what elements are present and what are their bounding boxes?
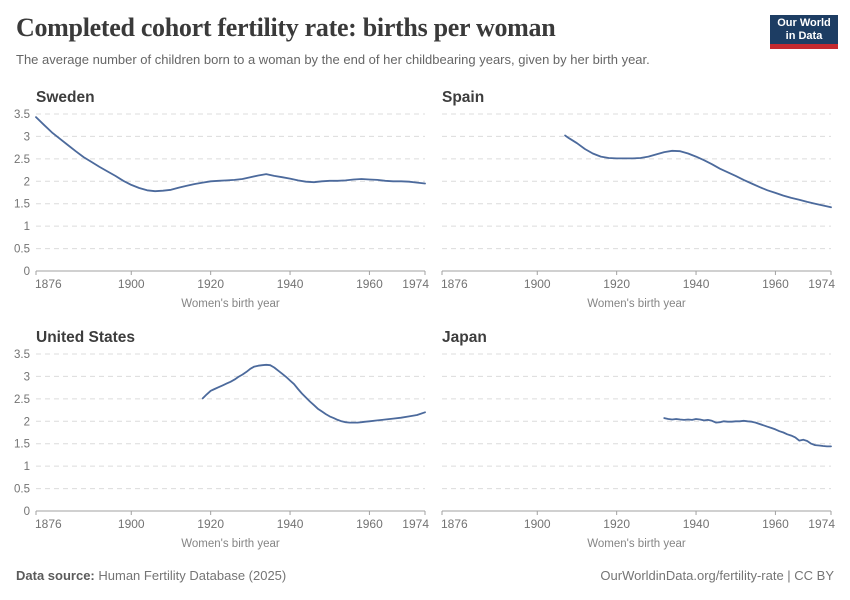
x-tick-label: 1974 — [402, 517, 429, 531]
y-tick-label: 2.5 — [14, 154, 30, 166]
y-tick-label: 1.5 — [14, 439, 30, 451]
y-tick-label: 3.5 — [14, 349, 30, 361]
x-tick-label: 1940 — [277, 517, 304, 531]
x-tick-label: 1900 — [524, 517, 551, 531]
owid-logo: Our World in Data — [770, 15, 838, 49]
y-tick-label: 0.5 — [14, 484, 30, 496]
x-tick-label: 1900 — [118, 277, 145, 291]
x-tick-label: 1920 — [603, 277, 630, 291]
page-title: Completed cohort fertility rate: births … — [16, 13, 556, 42]
logo-line-2: in Data — [785, 29, 823, 42]
x-tick-label: 1974 — [808, 277, 835, 291]
y-tick-label: 2 — [24, 416, 30, 428]
x-tick-label: 1900 — [524, 277, 551, 291]
data-line-japan — [663, 417, 832, 448]
y-tick-label: 0 — [24, 266, 30, 278]
x-axis-title: Women's birth year — [181, 538, 280, 550]
x-tick-label: 1974 — [402, 277, 429, 291]
panel-title-spain: Spain — [442, 89, 484, 106]
x-tick-label: 1900 — [118, 517, 145, 531]
x-tick-label: 1920 — [197, 517, 224, 531]
data-line-united-states — [201, 363, 426, 424]
x-tick-label: 1940 — [683, 517, 710, 531]
y-tick-label: 2 — [24, 176, 30, 188]
y-tick-label: 0.5 — [14, 244, 30, 256]
y-tick-label: 0 — [24, 506, 30, 518]
y-tick-label: 3 — [24, 371, 30, 383]
page-subtitle: The average number of children born to a… — [16, 52, 650, 67]
x-tick-label: 1974 — [808, 517, 835, 531]
y-tick-label: 1.5 — [14, 199, 30, 211]
footer-source: Data source: Human Fertility Database (2… — [16, 568, 286, 583]
footer-attribution: OurWorldinData.org/fertility-rate | CC B… — [600, 568, 834, 583]
panel-japan: 1876 1900 1920 1940 1960 1974 Women's birth ye… — [441, 329, 835, 550]
x-tick-label: 1960 — [356, 277, 383, 291]
panel-united-states: 0 0.5 1 1.5 2 2.5 3 3.5 1876 1900 1920 1940 1960 1974… — [14, 329, 429, 550]
x-axis-title: Women's birth year — [181, 298, 280, 310]
x-tick-label: 1960 — [762, 277, 789, 291]
source-label: Data source: — [16, 568, 95, 583]
x-tick-label: 1876 — [35, 277, 62, 291]
data-line-spain — [564, 134, 832, 209]
charts-grid: 0 0.5 1 1.5 2 2.5 3 3.5 1876 1900 1920 1940 1960 1974… — [14, 89, 835, 550]
panel-title-japan: Japan — [442, 329, 487, 346]
x-tick-label: 1920 — [603, 517, 630, 531]
panel-spain: 1876 1900 1920 1940 1960 1974 Women's birth ye… — [441, 89, 835, 310]
x-tick-label: 1940 — [277, 277, 304, 291]
y-tick-label: 3 — [24, 131, 30, 143]
x-axis-title: Women's birth year — [587, 298, 686, 310]
x-tick-label: 1960 — [356, 517, 383, 531]
x-tick-label: 1920 — [197, 277, 224, 291]
x-tick-label: 1960 — [762, 517, 789, 531]
panel-title-sweden: Sweden — [36, 89, 95, 106]
panel-sweden: 0 0.5 1 1.5 2 2.5 3 3.5 1876 1900 1920 1940 1960 1974… — [14, 89, 429, 310]
y-tick-label: 2.5 — [14, 394, 30, 406]
logo-line-1: Our World — [777, 16, 831, 29]
source-value: Human Fertility Database (2025) — [98, 568, 287, 583]
x-tick-label: 1940 — [683, 277, 710, 291]
y-tick-label: 3.5 — [14, 109, 30, 121]
x-axis-title: Women's birth year — [587, 538, 686, 550]
y-tick-label: 1 — [24, 221, 30, 233]
x-tick-label: 1876 — [441, 517, 468, 531]
x-tick-label: 1876 — [441, 277, 468, 291]
panel-title-united-states: United States — [36, 329, 135, 346]
data-line-sweden — [35, 116, 426, 193]
x-tick-label: 1876 — [35, 517, 62, 531]
y-tick-label: 1 — [24, 461, 30, 473]
